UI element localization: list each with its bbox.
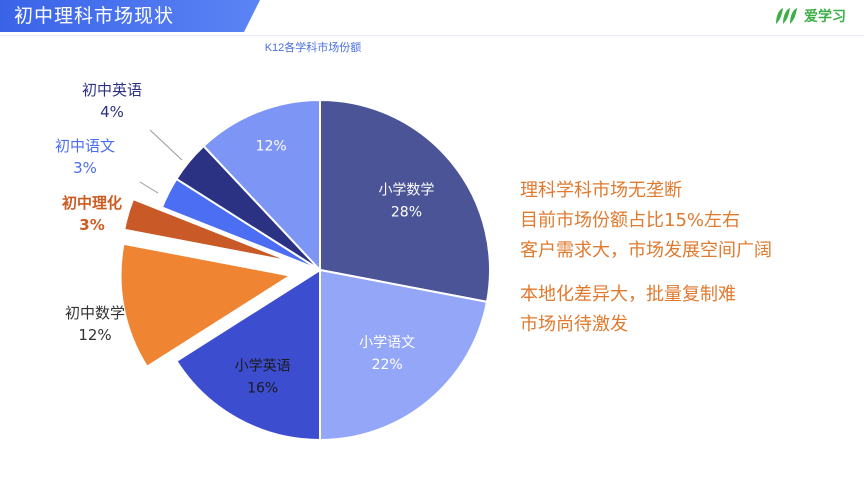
pie-slice (202, 98, 321, 273)
pie-slice (123, 197, 292, 263)
note-line-1: 理科学科市场无垄断 (520, 180, 682, 201)
slice-label: 初中理化 (62, 194, 122, 212)
pie-slice (175, 268, 321, 442)
slice-label: 小学语文 (359, 335, 415, 351)
logo: 爱学习 (774, 6, 846, 26)
slice-value-label: 3% (79, 216, 104, 234)
pie-slice (319, 98, 491, 304)
slice-value-label: 12% (256, 139, 287, 155)
note-line-5: 市场尚待激发 (520, 314, 628, 335)
slice-label: 初中英语 (82, 81, 142, 99)
note-line-4: 本地化差异大，批量复制难 (520, 284, 736, 305)
logo-text: 爱学习 (804, 9, 846, 25)
leader-line (149, 129, 183, 161)
note-line-2-prefix: 目前市场份额占比 (520, 210, 664, 231)
page-title: 初中理科市场现状 (14, 5, 175, 27)
slice-value-label: 16% (247, 380, 278, 396)
slice-value-label: 12% (78, 326, 111, 344)
leader-line (139, 181, 159, 194)
chart-title: K12各学科市场份额 (265, 40, 362, 54)
pie-slice (319, 268, 489, 442)
header-divider (0, 35, 864, 36)
slice-label: 小学数学 (378, 182, 434, 198)
slice-label: 小学英语 (235, 357, 291, 374)
note-line-3: 客户需求大，市场发展空间广阔 (520, 240, 772, 261)
leaf-logo-icon (776, 8, 797, 24)
header-band (0, 0, 260, 32)
note-line-2-value: 15% (664, 210, 705, 231)
note-line-2: 目前市场份额占比15%左右 (520, 206, 772, 236)
slice-value-label: 3% (73, 159, 97, 177)
slice-value-label: 4% (100, 103, 124, 121)
slice-label: 初中语文 (55, 137, 115, 155)
slice-value-label: 28% (391, 204, 422, 220)
pie-slice (119, 242, 294, 369)
slice-value-label: 22% (372, 357, 403, 373)
slice-label: 初中数学 (65, 304, 125, 322)
notes-panel: 理科学科市场无垄断 目前市场份额占比15%左右 客户需求大，市场发展空间广阔 本… (520, 176, 772, 340)
note-line-2-suffix: 左右 (704, 210, 741, 231)
